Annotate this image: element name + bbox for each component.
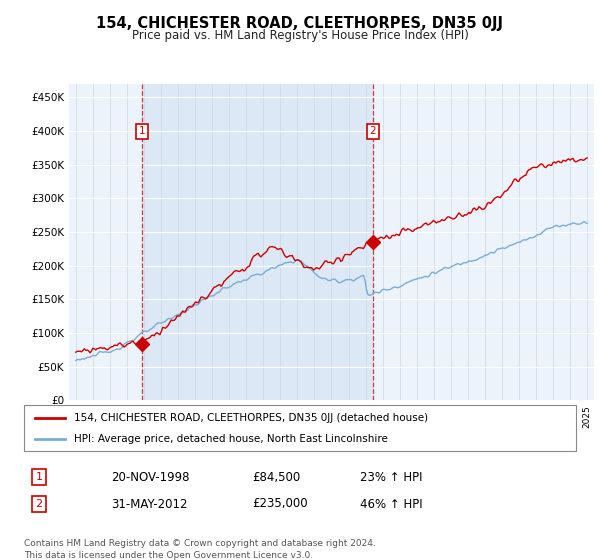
Text: 46% ↑ HPI: 46% ↑ HPI — [360, 497, 422, 511]
Bar — [142, 84, 373, 400]
FancyBboxPatch shape — [24, 405, 576, 451]
Text: 20-NOV-1998: 20-NOV-1998 — [111, 470, 190, 484]
Text: 2: 2 — [35, 499, 43, 509]
Text: 154, CHICHESTER ROAD, CLEETHORPES, DN35 0JJ: 154, CHICHESTER ROAD, CLEETHORPES, DN35 … — [97, 16, 503, 31]
Text: 31-MAY-2012: 31-MAY-2012 — [111, 497, 187, 511]
Text: Contains HM Land Registry data © Crown copyright and database right 2024.
This d: Contains HM Land Registry data © Crown c… — [24, 539, 376, 559]
Text: 23% ↑ HPI: 23% ↑ HPI — [360, 470, 422, 484]
Text: Price paid vs. HM Land Registry's House Price Index (HPI): Price paid vs. HM Land Registry's House … — [131, 29, 469, 42]
Text: £84,500: £84,500 — [252, 470, 300, 484]
Text: 2: 2 — [370, 126, 376, 136]
Text: 1: 1 — [35, 472, 43, 482]
Text: HPI: Average price, detached house, North East Lincolnshire: HPI: Average price, detached house, Nort… — [74, 435, 388, 444]
Text: 154, CHICHESTER ROAD, CLEETHORPES, DN35 0JJ (detached house): 154, CHICHESTER ROAD, CLEETHORPES, DN35 … — [74, 413, 428, 423]
Text: £235,000: £235,000 — [252, 497, 308, 511]
Text: 1: 1 — [139, 126, 146, 136]
